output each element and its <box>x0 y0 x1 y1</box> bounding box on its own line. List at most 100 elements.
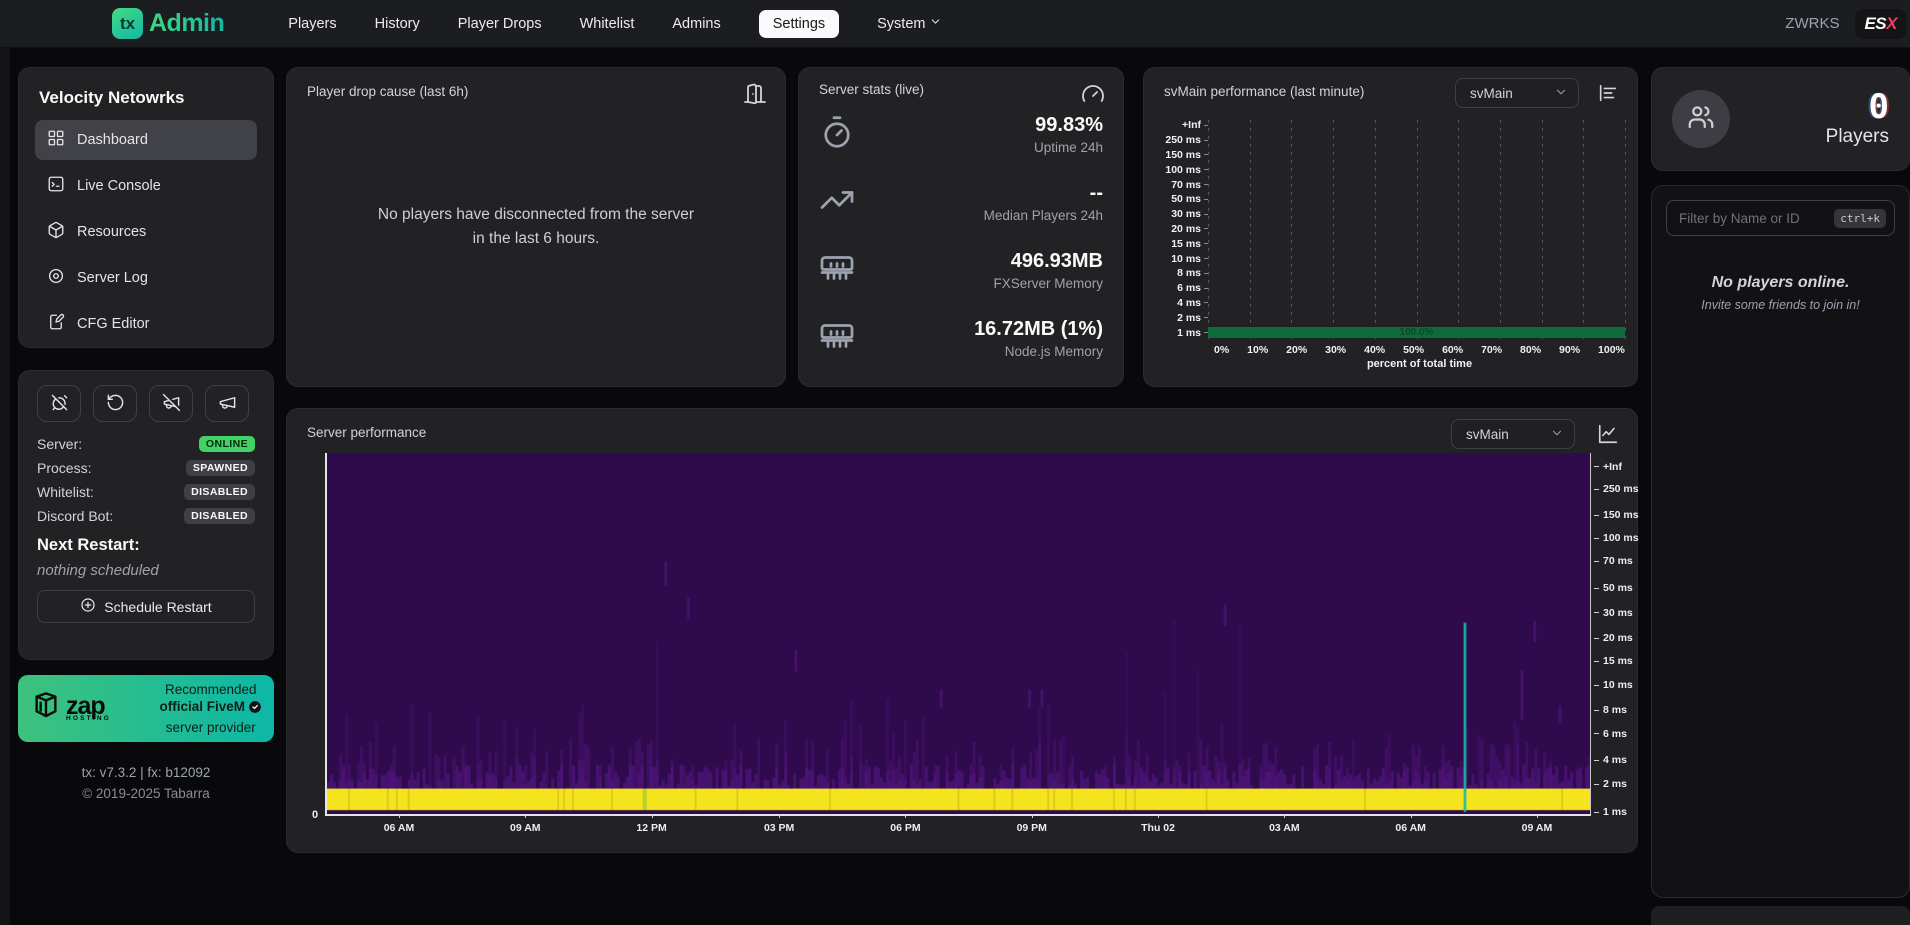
server-performance-card: Server performance svMain 0 +Inf 250 ms 15… <box>286 408 1639 853</box>
heatmap-y-label: +Inf <box>1594 461 1622 473</box>
zap-line3: server provider <box>165 719 256 735</box>
heatmap-x-label: 06 AM <box>383 822 415 834</box>
send-announcement-button[interactable] <box>205 385 249 422</box>
status-label: Server: <box>37 436 83 452</box>
rotate-ccw-icon <box>106 393 125 415</box>
nodejs-memory-label: Node.js Memory <box>1004 343 1103 359</box>
esx-server-badge: ESX <box>1855 8 1906 39</box>
server-control-buttons <box>37 385 255 422</box>
memory-icon <box>819 318 855 359</box>
stat-row-nodejs-memory: 16.72MB (1%) Node.js Memory <box>819 318 1103 359</box>
txadmin-logo[interactable]: tx Admin <box>112 8 225 39</box>
thread-selector-dropdown[interactable]: svMain <box>1455 78 1579 108</box>
heatmap-y-label: 30 ms <box>1594 607 1633 619</box>
cancel-restart-button[interactable] <box>37 385 81 422</box>
heatmap-y-label: 10 ms <box>1594 679 1633 691</box>
file-pen-icon <box>47 313 65 335</box>
alarm-off-icon <box>50 393 69 415</box>
package-icon <box>47 221 65 243</box>
svmain-performance-card: svMain performance (last minute) svMain … <box>1143 67 1638 387</box>
status-row-discord: Discord Bot: DISABLED <box>37 508 255 524</box>
main-nav: Players History Player Drops Whitelist A… <box>288 9 942 38</box>
minute-chart-plot: 100.0% <box>1208 118 1626 340</box>
sidebar-item-server-log[interactable]: Server Log <box>35 258 257 298</box>
heatmap-y-label: 50 ms <box>1594 582 1633 594</box>
players-count-card: 0 Players <box>1651 67 1910 171</box>
thread-selector-value: svMain <box>1470 85 1513 101</box>
megaphone-icon <box>218 393 237 415</box>
heatmap-x-label: 03 PM <box>763 822 795 834</box>
restart-server-button[interactable] <box>93 385 137 422</box>
player-filter-box: ctrl+k <box>1666 200 1895 236</box>
median-players-value: -- <box>1089 182 1103 205</box>
chevron-down-icon <box>929 15 942 32</box>
heatmap-x-label: 06 AM <box>1395 822 1426 834</box>
status-label: Discord Bot: <box>37 508 114 524</box>
uptime-label: Uptime 24h <box>1033 140 1103 156</box>
thread-selector-value: svMain <box>1466 426 1509 442</box>
nav-system-label: System <box>877 15 926 32</box>
player-filter-input[interactable] <box>1679 210 1835 226</box>
server-performance-title: Server performance <box>307 425 427 440</box>
line-chart-icon[interactable] <box>1597 423 1619 450</box>
heatmap-x-label: 09 AM <box>1521 822 1553 834</box>
heatmap-y-label: 250 ms <box>1594 483 1639 495</box>
megaphone-off-icon <box>162 393 181 415</box>
heatmap-y-label: 100 ms <box>1594 532 1639 544</box>
thread-selector-dropdown[interactable]: svMain <box>1451 419 1575 449</box>
heatmap-plot-area: 0 +Inf 250 ms 150 ms 100 ms 70 ms 50 ms 30 ms 2… <box>312 453 1639 834</box>
zap-line2: official FiveM <box>159 698 262 719</box>
heatmap-x-label: 06 PM <box>890 822 921 834</box>
heatmap-y-label: 4 ms <box>1594 754 1627 766</box>
stat-row-fxserver-memory: 496.93MB FXServer Memory <box>819 250 1103 291</box>
sidebar-item-dashboard[interactable]: Dashboard <box>35 120 257 160</box>
nav-players[interactable]: Players <box>288 15 337 32</box>
stat-row-median-players: -- Median Players 24h <box>819 182 1103 223</box>
nav-system-menu[interactable]: System <box>877 15 942 32</box>
bar-chart-icon[interactable] <box>1597 82 1619 109</box>
chevron-down-icon <box>1554 85 1568 102</box>
server-performance-heatmap[interactable] <box>327 453 1590 814</box>
heatmap-x-label: 09 AM <box>510 822 541 834</box>
next-restart-value: nothing scheduled <box>37 562 159 579</box>
player-count: 0 <box>1868 87 1889 127</box>
server-name: Velocity Netowrks <box>39 88 185 107</box>
stat-row-uptime: 99.83% Uptime 24h <box>819 114 1103 155</box>
heatmap-y-label: 20 ms <box>1594 632 1633 644</box>
window-left-edge <box>0 0 10 925</box>
heatmap-y-label: 70 ms <box>1594 555 1633 567</box>
zap-logo-subtext: HOSTING <box>66 714 112 722</box>
verified-check-icon <box>248 700 262 719</box>
fxserver-memory-value: 496.93MB <box>1010 249 1103 272</box>
nav-history[interactable]: History <box>374 15 420 32</box>
sidebar-item-resources[interactable]: Resources <box>35 212 257 252</box>
server-stats-rows: 99.83% Uptime 24h -- Median Players 24h … <box>819 101 1103 372</box>
avatar <box>1672 90 1730 148</box>
nav-admins[interactable]: Admins <box>672 15 721 32</box>
sidebar-item-live-console[interactable]: Live Console <box>35 166 257 206</box>
schedule-restart-label: Schedule Restart <box>104 598 212 615</box>
status-badge-online: ONLINE <box>198 436 255 452</box>
nav-whitelist[interactable]: Whitelist <box>579 15 635 32</box>
nav-player-drops[interactable]: Player Drops <box>457 15 542 32</box>
sidebar-footer: tx: v7.3.2 | fx: b12092 © 2019-2025 Taba… <box>18 765 274 801</box>
zap-hosting-banner[interactable]: zap HOSTING Recommended official FiveM s… <box>18 675 274 742</box>
status-row-server: Server: ONLINE <box>37 436 255 452</box>
copyright: © 2019-2025 Tabarra <box>82 786 210 801</box>
terminal-icon <box>47 175 65 197</box>
sidebar-item-label: Dashboard <box>77 132 148 148</box>
users-icon <box>1686 102 1716 137</box>
schedule-restart-button[interactable]: Schedule Restart <box>37 590 255 623</box>
admin-profile-name[interactable]: ZWRKS <box>1785 15 1840 32</box>
keyboard-shortcut-badge: ctrl+k <box>1834 208 1886 228</box>
sidebar-item-cfg-editor[interactable]: CFG Editor <box>35 304 257 344</box>
heatmap-x-label: 03 AM <box>1269 822 1300 834</box>
playerlist-footer-strip <box>1651 906 1910 925</box>
announcements-off-button[interactable] <box>149 385 193 422</box>
sidebar-item-label: Resources <box>77 224 147 240</box>
svmain-performance-title: svMain performance (last minute) <box>1164 84 1365 99</box>
fxserver-memory-label: FXServer Memory <box>993 275 1103 291</box>
version-info: tx: v7.3.2 | fx: b12092 <box>81 765 211 780</box>
tx-logo-icon: tx <box>112 8 143 39</box>
nav-settings[interactable]: Settings <box>758 9 840 38</box>
